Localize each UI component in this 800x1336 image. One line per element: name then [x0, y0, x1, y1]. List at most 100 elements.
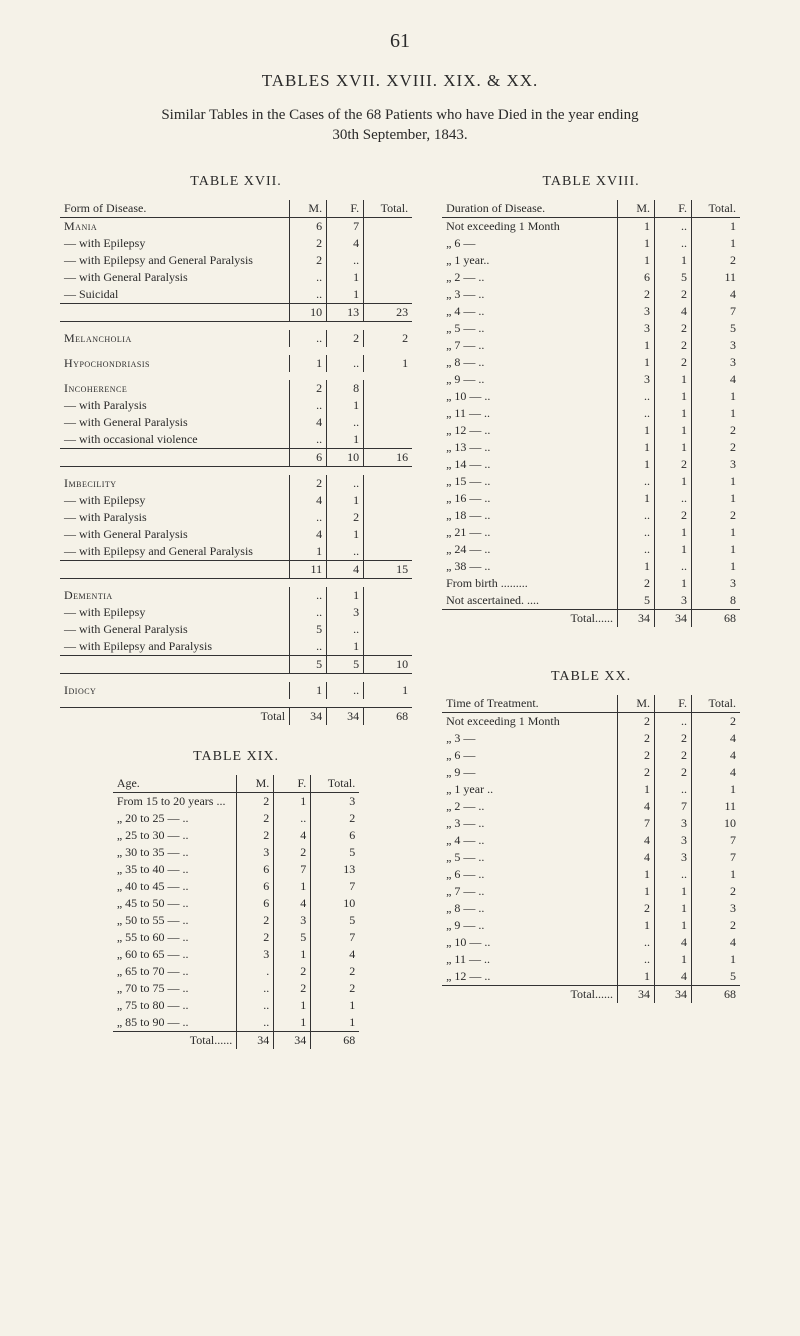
table-row: „ 15 — ....11: [442, 473, 740, 490]
cell-value: ..: [290, 509, 327, 526]
table-18-header-row: Duration of Disease. M. F. Total.: [442, 200, 740, 218]
cell-value: 3: [327, 604, 364, 621]
table-row: „ 2 — ..6511: [442, 269, 740, 286]
cell-value: 7: [692, 832, 741, 849]
cell-value: 2: [618, 712, 655, 730]
table-row: — with occasional violence..1: [60, 431, 412, 449]
cell-value: 1: [274, 878, 311, 895]
col-f: F.: [274, 775, 311, 793]
cell-value: ..: [655, 558, 692, 575]
table-row: „ 38 — ..1..1: [442, 558, 740, 575]
cell-value: 8: [692, 592, 741, 610]
cell-label: „ 24 — ..: [442, 541, 617, 558]
table-18-label: TABLE XVIII.: [442, 174, 740, 190]
table-row: From 15 to 20 years ...213: [113, 792, 359, 810]
cell-label: Idiocy: [60, 682, 290, 699]
cell-value: ..: [618, 507, 655, 524]
cell-label: „ 3 — ..: [442, 286, 617, 303]
cell-value: 2: [290, 252, 327, 269]
page: 61 TABLES XVII. XVIII. XIX. & XX. Simila…: [0, 0, 800, 1336]
table-row: — with Epilepsy41: [60, 492, 412, 509]
cell-value: 5: [290, 621, 327, 638]
cell-value: 5: [311, 844, 360, 861]
cell-label: Not ascertained. ....: [442, 592, 617, 610]
cell-label: Total......: [442, 609, 617, 627]
cell-value: 1: [655, 900, 692, 917]
cell-label: Not exceeding 1 Month: [442, 712, 617, 730]
cell-value: 3: [692, 575, 741, 592]
table-row: „ 9 — ..314: [442, 371, 740, 388]
cell-value: 2: [364, 330, 413, 347]
cell-value: 1: [618, 235, 655, 252]
table-row: „ 6 — ..1..1: [442, 866, 740, 883]
cell-value: 4: [655, 303, 692, 320]
cell-value: 1: [618, 354, 655, 371]
cell-value: [364, 286, 413, 304]
cell-label: „ 1 year ..: [442, 781, 617, 798]
table-row: „ 16 — ..1..1: [442, 490, 740, 507]
cell-label: „ 21 — ..: [442, 524, 617, 541]
cell-value: 1: [618, 968, 655, 986]
table-row: „ 25 to 30 — ..246: [113, 827, 359, 844]
cell-value: 2: [655, 747, 692, 764]
cell-value: 1: [327, 286, 364, 304]
cell-value: 1: [655, 371, 692, 388]
cell-label: „ 12 — ..: [442, 968, 617, 986]
cell-value: 1: [655, 388, 692, 405]
cell-value: 1: [618, 781, 655, 798]
cell-label: „ 25 to 30 — ..: [113, 827, 237, 844]
cell-label: „ 85 to 90 — ..: [113, 1014, 237, 1032]
cell-value: 10: [290, 303, 327, 321]
cell-label: „ 10 — ..: [442, 934, 617, 951]
cell-value: [364, 475, 413, 492]
table-19-header-row: Age. M. F. Total.: [113, 775, 359, 793]
cell-value: 2: [655, 507, 692, 524]
table-row: „ 24 — ....11: [442, 541, 740, 558]
cell-value: 1: [618, 422, 655, 439]
table-row: Total......343468: [442, 985, 740, 1003]
cell-value: 34: [274, 1031, 311, 1049]
cell-value: 4: [692, 730, 741, 747]
cell-value: 13: [311, 861, 360, 878]
cell-value: 2: [274, 980, 311, 997]
cell-value: 68: [311, 1031, 360, 1049]
cell-value: 4: [290, 414, 327, 431]
cell-value: 4: [692, 371, 741, 388]
table-row: — with General Paralysis5..: [60, 621, 412, 638]
cell-value: 2: [692, 712, 741, 730]
cell-value: ..: [237, 997, 274, 1014]
cell-value: 2: [311, 980, 360, 997]
table-row: „ 65 to 70 — ...22: [113, 963, 359, 980]
table-row: „ 9 — ..112: [442, 917, 740, 934]
cell-value: 3: [692, 456, 741, 473]
cell-label: [60, 560, 290, 578]
cell-label: — with Epilepsy: [60, 492, 290, 509]
cell-value: 1: [618, 337, 655, 354]
cell-label: Incoherence: [60, 380, 290, 397]
cell-value: 2: [692, 917, 741, 934]
cell-value: 2: [692, 507, 741, 524]
cell-value: [364, 252, 413, 269]
table-row: — with Epilepsy and Paralysis..1: [60, 638, 412, 656]
cell-value: [364, 621, 413, 638]
cell-value: 34: [237, 1031, 274, 1049]
cell-value: 2: [692, 422, 741, 439]
cell-label: „ 5 — ..: [442, 320, 617, 337]
col-m: M.: [290, 200, 327, 218]
cell-label: „ 15 — ..: [442, 473, 617, 490]
cell-value: 1: [327, 269, 364, 286]
col-form: Form of Disease.: [60, 200, 290, 218]
cell-value: 4: [692, 747, 741, 764]
table-row: „ 3 — ..224: [442, 286, 740, 303]
table-row: „ 8 — ..123: [442, 354, 740, 371]
cell-value: 7: [618, 815, 655, 832]
cell-value: 1: [618, 456, 655, 473]
cell-value: 1: [274, 1014, 311, 1032]
cell-value: 2: [274, 844, 311, 861]
cell-value: 2: [274, 963, 311, 980]
table-row: „ 3 —224: [442, 730, 740, 747]
cell-value: 7: [327, 217, 364, 235]
cell-value: 1: [692, 490, 741, 507]
cell-label: „ 45 to 50 — ..: [113, 895, 237, 912]
cell-label: „ 6 — ..: [442, 866, 617, 883]
